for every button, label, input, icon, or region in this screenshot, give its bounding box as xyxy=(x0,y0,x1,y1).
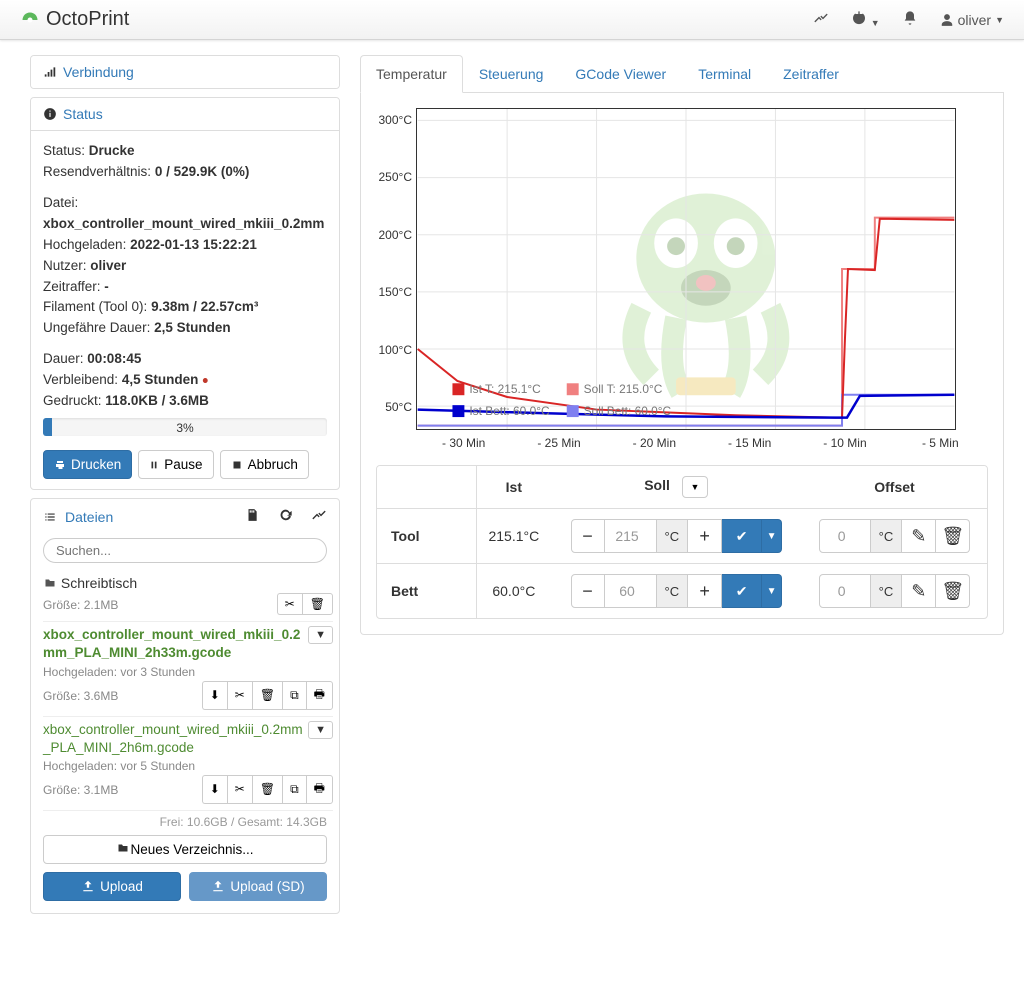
file-copy-button[interactable]: ⧉ xyxy=(282,681,306,710)
upload-button[interactable]: Upload xyxy=(43,872,181,901)
file-print-button[interactable]: 🖶 xyxy=(306,681,333,710)
temp-apply-button[interactable]: ✔ xyxy=(722,519,762,553)
tab-gcode-viewer[interactable]: GCode Viewer xyxy=(559,55,682,93)
file-cut-button[interactable]: ✂ xyxy=(227,775,252,804)
temp-ist: 60.0°C xyxy=(477,564,551,618)
temp-ist: 215.1°C xyxy=(477,509,551,564)
temp-row-label: Bett xyxy=(377,564,477,618)
temp-decrease-button[interactable]: − xyxy=(571,574,605,608)
signal-icon xyxy=(43,65,57,79)
tab-terminal[interactable]: Terminal xyxy=(682,55,767,93)
file-download-button[interactable]: ⬇ xyxy=(202,681,227,710)
caret-down-icon: ▼ xyxy=(995,15,1004,25)
sdcard-icon[interactable] xyxy=(245,507,259,526)
th-offset: Offset xyxy=(802,466,987,509)
svg-text:Soll Bett: 60.0°C: Soll Bett: 60.0°C xyxy=(584,404,672,418)
folder-icon xyxy=(43,577,57,589)
settings-icon[interactable] xyxy=(813,10,829,29)
pause-icon xyxy=(149,459,159,471)
soll-preset-button[interactable]: ▼ xyxy=(682,476,709,498)
file-delete-button[interactable]: 🗑 xyxy=(252,775,282,804)
user-icon xyxy=(940,13,954,27)
folder-cut-button[interactable]: ✂ xyxy=(277,593,302,615)
wrench-icon[interactable] xyxy=(311,507,327,526)
cancel-button[interactable]: Abbruch xyxy=(220,450,309,479)
offset-delete-button[interactable]: 🗑 xyxy=(936,519,970,553)
print-button[interactable]: Drucken xyxy=(43,450,132,479)
brand[interactable]: OctoPrint xyxy=(20,8,129,31)
offset-edit-button[interactable]: ✎ xyxy=(902,574,936,608)
upload-icon xyxy=(81,879,95,893)
connection-label: Verbindung xyxy=(63,64,134,80)
upload-sd-button[interactable]: Upload (SD) xyxy=(189,872,327,901)
temp-decrease-button[interactable]: − xyxy=(571,519,605,553)
file-print-button[interactable]: 🖶 xyxy=(306,775,333,804)
file-expand-button[interactable]: ▼ xyxy=(308,626,333,644)
file-cut-button[interactable]: ✂ xyxy=(227,681,252,710)
list-icon xyxy=(43,510,57,524)
stop-icon xyxy=(231,459,243,471)
folder-name[interactable]: Schreibtisch xyxy=(61,575,137,591)
user-menu[interactable]: oliver ▼ xyxy=(940,12,1004,28)
offset-input[interactable]: 0 xyxy=(819,519,871,553)
tab-temperatur[interactable]: Temperatur xyxy=(360,55,463,93)
temp-apply-button[interactable]: ✔ xyxy=(722,574,762,608)
info-icon xyxy=(43,107,57,121)
storage-free-label: Frei: 10.6GB / Gesamt: 14.3GB xyxy=(31,811,339,835)
temp-preset-button[interactable]: ▼ xyxy=(762,519,782,553)
upload-icon xyxy=(211,879,225,893)
folder-delete-button[interactable]: 🗑 xyxy=(302,593,333,615)
status-panel-body: Status: Drucke Resendverhältnis: 0 / 529… xyxy=(31,131,339,489)
brand-label: OctoPrint xyxy=(46,8,129,31)
status-label: Status xyxy=(63,106,103,122)
folder-icon xyxy=(116,842,130,854)
progress-bar: 3% xyxy=(43,418,327,436)
tab-zeitraffer[interactable]: Zeitraffer xyxy=(767,55,855,93)
offset-input[interactable]: 0 xyxy=(819,574,871,608)
tab-steuerung[interactable]: Steuerung xyxy=(463,55,560,93)
file-download-button[interactable]: ⬇ xyxy=(202,775,227,804)
temp-increase-button[interactable]: + xyxy=(688,519,722,553)
refresh-icon[interactable] xyxy=(277,507,293,526)
file-search-input[interactable] xyxy=(43,538,327,563)
octoprint-logo-icon xyxy=(20,10,40,30)
temp-increase-button[interactable]: + xyxy=(688,574,722,608)
offset-delete-button[interactable]: 🗑 xyxy=(936,574,970,608)
files-label[interactable]: Dateien xyxy=(65,509,113,525)
connection-panel-header[interactable]: Verbindung xyxy=(31,56,339,88)
file-name[interactable]: xbox_controller_mount_wired_mkiii_0.2mm_… xyxy=(43,721,333,757)
file-delete-button[interactable]: 🗑 xyxy=(252,681,282,710)
temp-target-input[interactable]: 60 xyxy=(605,574,657,608)
user-name: oliver xyxy=(958,12,991,28)
file-expand-button[interactable]: ▼ xyxy=(308,721,333,739)
svg-text:Ist Bett: 60.0°C: Ist Bett: 60.0°C xyxy=(469,404,550,418)
print-icon xyxy=(54,459,66,471)
offset-edit-button[interactable]: ✎ xyxy=(902,519,936,553)
th-ist: Ist xyxy=(477,466,551,509)
svg-text:Ist T: 215.1°C: Ist T: 215.1°C xyxy=(469,382,541,396)
temp-target-input[interactable]: 215 xyxy=(605,519,657,553)
octopus-watermark xyxy=(633,193,778,395)
notifications-icon[interactable] xyxy=(902,10,918,29)
status-panel-header[interactable]: Status xyxy=(31,98,339,131)
th-soll: Soll ▼ xyxy=(551,466,802,509)
new-folder-button[interactable]: Neues Verzeichnis... xyxy=(43,835,327,864)
pause-button[interactable]: Pause xyxy=(138,450,213,479)
file-copy-button[interactable]: ⧉ xyxy=(282,775,306,804)
svg-text:Soll T: 215.0°C: Soll T: 215.0°C xyxy=(584,382,663,396)
file-name[interactable]: xbox_controller_mount_wired_mkiii_0.2mm_… xyxy=(43,626,333,662)
power-icon[interactable]: ▼ xyxy=(851,10,880,29)
temp-row-label: Tool xyxy=(377,509,477,564)
temp-preset-button[interactable]: ▼ xyxy=(762,574,782,608)
